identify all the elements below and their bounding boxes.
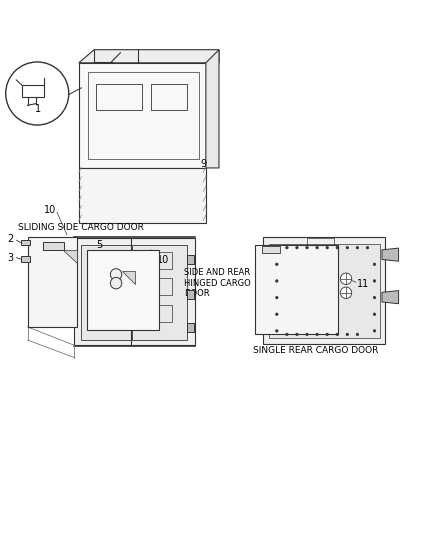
Polygon shape [28,237,77,327]
Circle shape [6,62,69,125]
Circle shape [356,246,359,249]
Circle shape [336,246,339,249]
Polygon shape [122,271,135,284]
Circle shape [336,333,339,336]
Text: SLIDING SIDE CARGO DOOR: SLIDING SIDE CARGO DOOR [18,223,143,232]
Circle shape [326,333,328,336]
Circle shape [326,246,328,249]
Circle shape [296,333,298,336]
Circle shape [286,246,288,249]
Circle shape [296,246,298,249]
Polygon shape [79,63,206,168]
Circle shape [276,246,278,249]
Text: 11: 11 [357,279,369,289]
FancyBboxPatch shape [21,256,30,262]
Circle shape [373,263,376,265]
Polygon shape [132,245,187,340]
Text: 10: 10 [44,205,56,215]
Circle shape [346,246,349,249]
Circle shape [373,313,376,316]
Circle shape [340,273,352,285]
Polygon shape [263,237,385,344]
Circle shape [373,280,376,282]
FancyBboxPatch shape [187,322,194,332]
FancyBboxPatch shape [187,290,194,300]
Polygon shape [382,290,399,304]
Text: 7: 7 [68,280,74,290]
Circle shape [276,296,278,299]
Text: 8: 8 [60,300,67,310]
Circle shape [276,329,278,332]
Polygon shape [74,238,195,345]
Polygon shape [79,50,219,63]
Polygon shape [63,250,77,263]
Circle shape [306,333,308,336]
Circle shape [276,280,278,282]
Circle shape [366,246,369,249]
Text: 5: 5 [96,240,102,249]
Circle shape [346,333,349,336]
Polygon shape [269,244,380,338]
Text: 9: 9 [201,159,207,168]
FancyBboxPatch shape [262,246,280,253]
Text: 10: 10 [157,255,169,265]
Text: SINGLE REAR CARGO DOOR: SINGLE REAR CARGO DOOR [253,346,378,355]
Text: 4: 4 [131,288,137,298]
Text: 3: 3 [7,253,14,263]
Circle shape [316,246,318,249]
Text: 6: 6 [278,290,284,300]
Text: 2: 2 [7,235,14,244]
Text: 1: 1 [35,104,41,114]
Circle shape [286,333,288,336]
Circle shape [276,313,278,316]
Polygon shape [81,245,131,340]
Text: SIDE AND REAR
HINGED CARGO
DOOR: SIDE AND REAR HINGED CARGO DOOR [184,268,251,298]
Polygon shape [206,50,219,168]
Circle shape [356,333,359,336]
FancyBboxPatch shape [43,242,64,250]
Circle shape [340,287,352,298]
Polygon shape [382,248,399,261]
FancyBboxPatch shape [187,255,194,264]
Circle shape [306,246,308,249]
Polygon shape [255,246,338,334]
FancyBboxPatch shape [21,240,30,246]
Circle shape [110,278,122,289]
Circle shape [276,263,278,265]
Circle shape [373,329,376,332]
Circle shape [110,269,122,280]
Circle shape [373,296,376,299]
Polygon shape [79,168,206,223]
Circle shape [316,333,318,336]
Polygon shape [87,250,159,330]
